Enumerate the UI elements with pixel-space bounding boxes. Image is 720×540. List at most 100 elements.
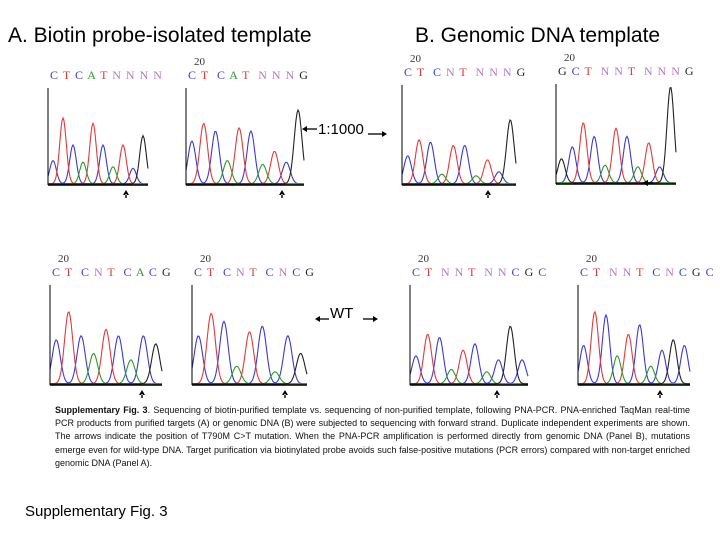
base-call: T <box>64 265 73 279</box>
trace-A <box>50 353 162 385</box>
base-call: C <box>188 68 198 82</box>
trace-G <box>555 86 677 184</box>
base-call: N <box>285 68 296 82</box>
base-call: G <box>305 265 315 279</box>
base-call: N <box>139 68 150 82</box>
base-call: C <box>705 265 715 279</box>
position-label: 20 <box>586 253 597 265</box>
base-call: C <box>412 265 422 279</box>
base-call: C <box>432 65 442 79</box>
base-call: N <box>258 68 268 82</box>
trace-C <box>401 142 516 185</box>
base-call: A <box>229 68 239 82</box>
base-call: T <box>459 65 468 79</box>
base-call: N <box>440 265 451 279</box>
base-call: N <box>657 64 668 78</box>
trace-T <box>556 121 676 184</box>
base-call: C <box>148 265 158 279</box>
arrow-right-icon <box>368 131 387 137</box>
trace-G <box>578 338 690 385</box>
base-calls: C T C A T N N N N <box>50 68 163 83</box>
base-call: C <box>222 265 232 279</box>
base-call: C <box>538 265 548 279</box>
trace-C <box>577 313 691 385</box>
mutation-arrow-icon <box>123 190 129 198</box>
base-call: N <box>614 64 624 78</box>
trace-plot <box>409 285 529 398</box>
base-call: T <box>627 64 636 78</box>
base-calls: C T N N T C N C G C <box>580 265 715 280</box>
base-calls: C T N N T N N C G C <box>412 265 547 280</box>
trace-T <box>410 333 528 385</box>
base-call: C <box>292 265 302 279</box>
base-call: N <box>93 265 104 279</box>
trace-plot <box>49 285 163 398</box>
trace-T <box>186 122 304 185</box>
base-call: T <box>200 68 209 82</box>
mutation-arrow-icon <box>282 390 288 398</box>
trace-C <box>556 135 676 184</box>
base-call: N <box>454 265 465 279</box>
base-call: T <box>242 68 251 82</box>
base-call: G <box>299 68 309 82</box>
base-call: N <box>484 265 494 279</box>
mutation-arrow-icon <box>657 390 663 398</box>
trace-T <box>402 138 516 185</box>
position-label: 20 <box>410 53 421 65</box>
base-call: C <box>52 265 62 279</box>
base-call: T <box>636 265 645 279</box>
trace-G <box>192 352 308 385</box>
base-calls: C T C N T N N N G <box>404 65 526 80</box>
base-call: N <box>475 65 486 79</box>
base-call: G <box>524 265 535 279</box>
panel-b-title: B. Genomic DNA template <box>415 24 661 47</box>
base-call: N <box>502 65 513 79</box>
trace-G <box>50 343 163 385</box>
trace-G <box>186 108 305 185</box>
base-call: T <box>206 265 215 279</box>
panel-a-title: A. Biotin probe-isolated template <box>8 24 312 47</box>
trace-T <box>578 310 690 385</box>
base-call: N <box>622 265 633 279</box>
position-label: 20 <box>58 253 69 265</box>
base-call: C <box>678 265 688 279</box>
trace-T <box>192 312 307 385</box>
base-call: G <box>558 64 568 78</box>
trace-G <box>410 325 528 385</box>
base-call: T <box>468 265 477 279</box>
arrow-right-icon <box>363 316 378 322</box>
base-call: C <box>50 68 60 82</box>
trace-A <box>402 173 516 185</box>
base-call: C <box>216 68 226 82</box>
base-call: A <box>87 68 97 82</box>
dilution-label: 1:1000 <box>318 121 364 138</box>
arrow-left-icon <box>315 316 329 322</box>
trace-plot <box>191 285 308 398</box>
base-call: C <box>80 265 90 279</box>
base-call: T <box>584 64 593 78</box>
figure-caption: Supplementary Fig. 3. Sequencing of biot… <box>55 404 690 470</box>
base-call: C <box>580 265 590 279</box>
trace-C <box>191 320 307 385</box>
trace-plot <box>577 285 691 398</box>
trace-plot <box>47 88 149 198</box>
trace-G <box>402 119 517 185</box>
base-calls: C T C N T C A C G <box>52 265 172 280</box>
mutation-arrow-icon <box>139 390 145 398</box>
base-call: N <box>671 64 681 78</box>
base-calls: C T C N T C N C G <box>194 265 315 280</box>
caption-label: Supplementary Fig. 3 <box>55 405 148 415</box>
position-label: 20 <box>200 253 211 265</box>
trace-C <box>185 130 304 185</box>
base-call: C <box>194 265 204 279</box>
dilution-arrows <box>302 126 387 137</box>
base-call: T <box>416 65 425 79</box>
trace-G <box>48 134 149 185</box>
wt-label: WT <box>330 305 354 322</box>
base-call: N <box>643 64 654 78</box>
base-call: T <box>107 265 116 279</box>
base-call: C <box>652 265 662 279</box>
position-label: 20 <box>564 52 575 64</box>
base-call: G <box>691 265 702 279</box>
base-call: C <box>404 65 414 79</box>
